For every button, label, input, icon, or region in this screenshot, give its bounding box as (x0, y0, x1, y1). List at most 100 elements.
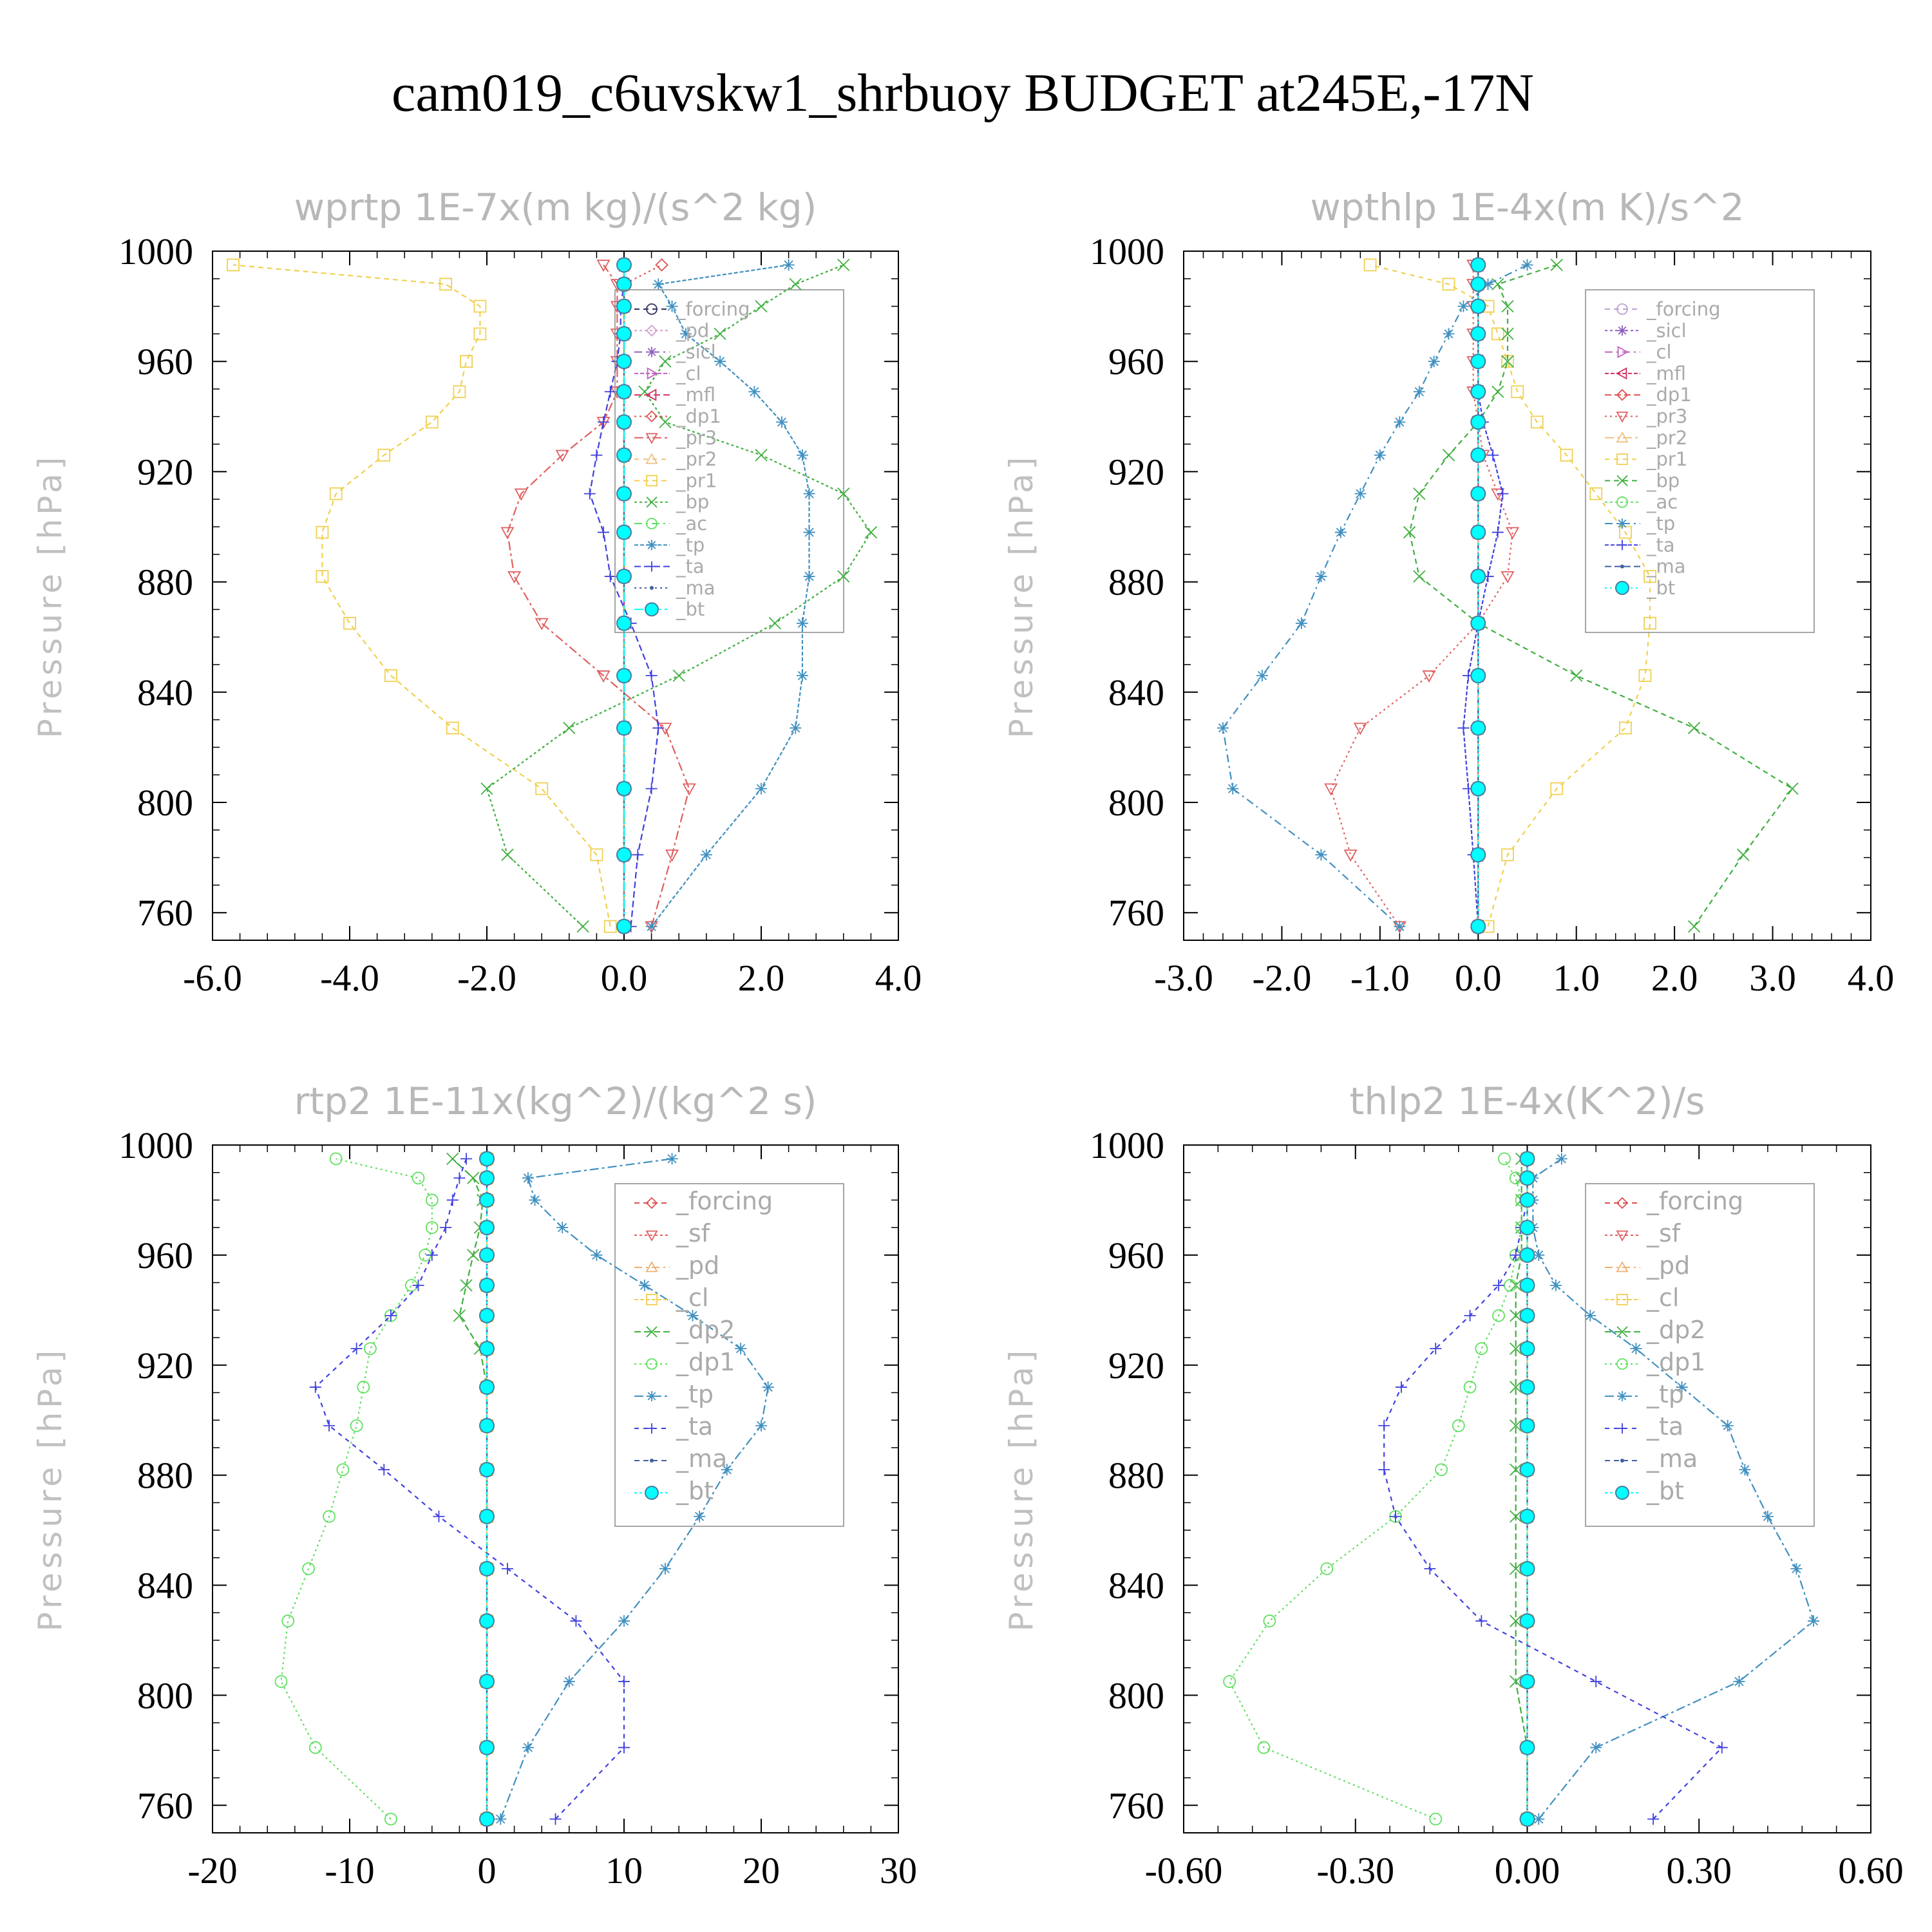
data-point-pr1 (425, 415, 439, 429)
data-point-bt (1519, 1508, 1535, 1524)
data-point-bp (1403, 526, 1416, 539)
data-point-dp1 (1498, 1152, 1511, 1166)
data-point-pr1 (603, 920, 617, 933)
x-tick-label: -10 (325, 1850, 374, 1891)
data-point-dp2 (1510, 1675, 1522, 1688)
legend-marker (1616, 1261, 1629, 1273)
data-point-bp (864, 526, 878, 539)
data-point-tp (714, 355, 726, 368)
data-point-pr1 (1530, 415, 1544, 429)
legend-entry: _cl (1646, 341, 1672, 363)
x-tick-label: -1.0 (1350, 957, 1410, 999)
data-point-ta (618, 1741, 630, 1754)
data-point-tp (618, 1615, 630, 1627)
data-point-dp2 (460, 1279, 473, 1292)
panel-title: wpthlp 1E-4x(m K)/s^2 (1310, 185, 1744, 229)
data-point-dp1 (1429, 1812, 1443, 1826)
plot-frame (1183, 251, 1871, 941)
data-point-bt (1470, 524, 1486, 540)
panels: wprtp 1E-7x(m kg)/(s^2 kg) Pressure [hPa]… (32, 185, 1904, 1891)
y-tick-label: 1000 (1090, 1124, 1164, 1166)
y-tick-label: 880 (1108, 1455, 1164, 1497)
legend-entry: _dp1 (676, 406, 721, 428)
y-tick-label: 760 (137, 1785, 193, 1826)
data-point-tp (556, 1222, 569, 1234)
legend-marker (646, 497, 658, 508)
x-tick-label: -6.0 (183, 957, 242, 999)
data-point-bt (616, 720, 632, 736)
data-point-bt (1519, 1739, 1535, 1756)
data-point-ta (570, 1615, 582, 1627)
data-point-bt (616, 847, 632, 863)
data-point-pr3 (500, 527, 515, 540)
data-point-tp (1533, 1249, 1545, 1261)
data-point-ta (1497, 488, 1509, 500)
data-point-bt (1470, 569, 1486, 585)
data-point-tp (1555, 1153, 1567, 1165)
y-tick-label: 840 (137, 672, 193, 714)
data-point-ta (433, 1510, 445, 1522)
data-point-bt (1519, 1417, 1535, 1434)
data-point-bt (479, 1417, 495, 1434)
data-point-bt (1519, 1811, 1535, 1827)
legend-entry: _dp2 (676, 1316, 735, 1344)
data-point-ta (426, 1249, 438, 1261)
legend-entry: _dp1 (676, 1348, 735, 1376)
data-point-pr1 (1363, 258, 1377, 272)
legend-marker (646, 1358, 658, 1370)
data-point-tp (790, 722, 802, 734)
data-point-bt (1470, 720, 1486, 736)
data-point-pr1 (1638, 669, 1652, 683)
data-point-bt (479, 1739, 495, 1756)
legend-marker (647, 346, 657, 357)
data-point-ta (604, 571, 616, 583)
legend-marker (647, 540, 657, 551)
data-point-ta (1378, 1419, 1390, 1432)
data-point-tp (638, 1279, 650, 1291)
plot-frame (212, 1144, 899, 1833)
legend-entry: _pr2 (676, 448, 717, 470)
data-point-tp (563, 1676, 575, 1688)
data-point-bp (755, 299, 768, 313)
data-point-dp1 (1435, 1463, 1448, 1476)
data-point-pr1 (377, 448, 391, 462)
data-point-pr1 (1491, 327, 1504, 341)
data-point-ta (1647, 1813, 1660, 1825)
data-point-dp2 (467, 1249, 480, 1262)
data-point-tp (1790, 1562, 1803, 1575)
legend-entry: _mfl (1646, 363, 1686, 384)
data-point-bt (616, 918, 632, 934)
data-point-bt (479, 1560, 495, 1577)
data-point-dp2 (467, 1171, 480, 1184)
x-tick-label: -3.0 (1154, 957, 1213, 999)
data-point-pr1 (384, 669, 397, 683)
data-point-bp (1501, 327, 1514, 341)
x-tick-label: -0.60 (1145, 1850, 1223, 1891)
x-tick-label: 0.0 (1455, 957, 1502, 999)
data-point-tp (1334, 526, 1347, 538)
legend-entry: _cl (1646, 1283, 1679, 1312)
legend-entry: _ac (1646, 491, 1678, 513)
legend-entry: _dp2 (1646, 1316, 1705, 1344)
legend-entry: _bt (1646, 577, 1675, 599)
y-tick-label: 760 (1108, 892, 1164, 934)
data-point-tp (1394, 416, 1406, 428)
data-point-ta (453, 1172, 466, 1184)
data-point-bp (1687, 721, 1701, 735)
legend-entry: _sicl (1646, 319, 1687, 341)
y-tick-label: 760 (1108, 1785, 1164, 1826)
legend-entry: _pr2 (1646, 427, 1687, 449)
data-point-bt (1519, 1247, 1535, 1263)
data-point-ta (1464, 1309, 1476, 1321)
data-point-bt (479, 1341, 495, 1357)
data-point-bt (1470, 486, 1486, 502)
data-point-ta (1389, 1510, 1401, 1522)
data-point-tp (1808, 1615, 1820, 1627)
data-point-tp (735, 1343, 747, 1355)
data-point-pr1 (1501, 848, 1514, 862)
data-point-tp (652, 278, 665, 290)
legend-marker (647, 367, 658, 380)
data-point-bt (616, 447, 632, 463)
data-point-dp2 (1510, 1342, 1522, 1355)
y-axis-label: Pressure [hPa] (1003, 1347, 1040, 1632)
